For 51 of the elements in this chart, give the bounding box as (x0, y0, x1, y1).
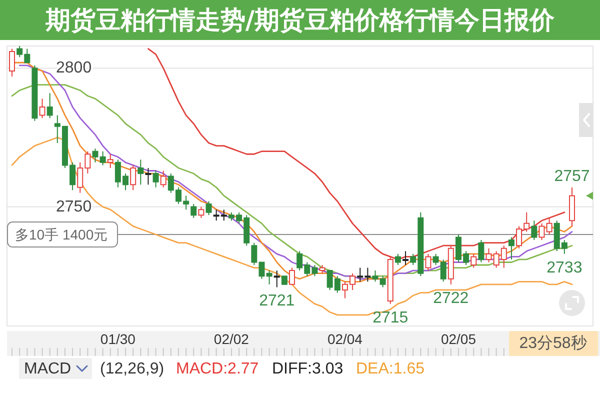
candlestick (206, 200, 212, 216)
x-tick-label: 02/04 (327, 331, 363, 347)
candlestick (402, 250, 409, 266)
candlestick (9, 48, 15, 77)
candlestick (394, 253, 401, 266)
annotation: 2721 (259, 292, 295, 310)
y-tick-label: 2750 (56, 198, 92, 216)
candlestick (145, 167, 152, 186)
candlestick (100, 150, 106, 166)
candlestick (508, 236, 514, 260)
annotation: 2757 (554, 168, 590, 185)
candlestick (107, 154, 114, 168)
x-tick-label: 02/02 (214, 331, 250, 347)
candlestick (138, 159, 144, 186)
candlestick (372, 270, 378, 282)
annotation: 2733 (546, 259, 582, 276)
annotation: 2722 (433, 290, 469, 307)
candlestick (152, 170, 159, 188)
candlestick (274, 270, 280, 288)
text: MACD:2.77 (176, 360, 259, 378)
candlestick (39, 98, 46, 119)
candlestick (538, 222, 545, 241)
text: 23分58秒 (519, 334, 587, 352)
candlestick (266, 270, 272, 285)
candlestick (380, 276, 386, 288)
ref-line-label: 多10手 1400元 (15, 226, 108, 243)
candlestick (92, 148, 98, 163)
candlestick (470, 253, 477, 268)
y-tick-label: 2800 (56, 60, 92, 77)
candlestick (319, 264, 326, 274)
candlestick (190, 204, 197, 218)
candlestick (198, 206, 204, 218)
candlestick (478, 240, 484, 263)
candlestick (569, 186, 575, 227)
candlestick (130, 164, 136, 191)
x-tick-label: 01/30 (100, 331, 136, 347)
annotation: 2715 (372, 309, 408, 326)
candlestick (289, 267, 295, 285)
candlestick (546, 217, 552, 236)
text: DIFF:3.03 (272, 360, 344, 378)
text: DEA:1.65 (356, 360, 425, 378)
text: (12,26,9) (100, 360, 164, 378)
candlestick (425, 253, 432, 272)
candlestick (32, 64, 38, 122)
candlestick (281, 276, 288, 285)
text: MACD (24, 360, 72, 378)
candlestick (160, 170, 166, 188)
chart-title: 期货豆粕行情走势/期货豆粕价格行情今日报价 (44, 6, 556, 34)
candlestick (531, 220, 538, 241)
candlestick (46, 92, 53, 119)
x-tick-label: 02/05 (440, 331, 476, 347)
